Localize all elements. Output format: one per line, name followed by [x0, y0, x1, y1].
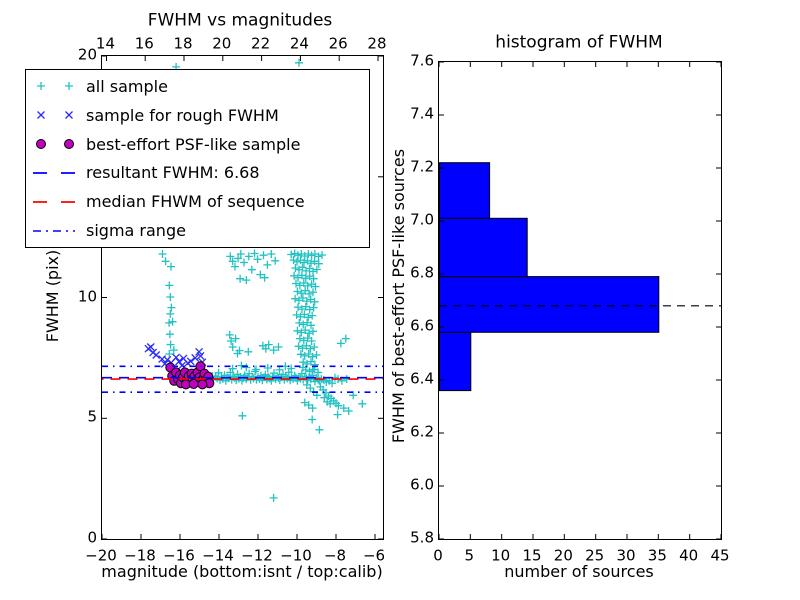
legend-label: best-effort PSF-like sample — [86, 134, 301, 154]
right-x-tick-label: 45 — [710, 546, 730, 565]
left-plot-title: FWHM vs magnitudes — [147, 10, 333, 31]
right-xaxis-label: number of sources — [504, 562, 654, 581]
left-xaxis-label: magnitude (bottom:isnt / top:calib) — [101, 562, 383, 581]
right-plot-area — [438, 61, 722, 540]
left-top-tick-label: 18 — [173, 34, 193, 53]
legend-entry: all sample — [26, 72, 369, 100]
left-top-tick-label: 14 — [95, 34, 115, 53]
left-top-tick-label: 24 — [289, 34, 309, 53]
right-plot-canvas — [439, 62, 721, 539]
right-x-tick-label: 15 — [522, 546, 542, 565]
right-x-tick-label: 20 — [553, 546, 573, 565]
left-x-tick-label: −20 — [85, 546, 117, 565]
right-y-tick-label: 7.0 — [410, 210, 434, 229]
legend-entry: resultant FWHM: 6.68 — [26, 159, 369, 187]
right-x-tick-label: 25 — [585, 546, 605, 565]
right-x-tick-label: 40 — [679, 546, 699, 565]
right-y-tick-label: 6.0 — [410, 475, 434, 494]
legend-label: resultant FWHM: 6.68 — [86, 163, 260, 183]
legend-label: sample for rough FWHM — [86, 105, 279, 125]
left-x-tick-label: −18 — [124, 546, 156, 565]
right-x-tick-label: 0 — [433, 546, 443, 565]
left-x-tick-label: −8 — [323, 546, 347, 565]
left-x-tick-label: −6 — [362, 546, 386, 565]
legend-entry: median FHWM of sequence — [26, 188, 369, 216]
right-plot-ticks — [439, 62, 721, 539]
legend-marker-dashed-icon — [33, 171, 75, 174]
legend-label: sigma range — [86, 221, 186, 241]
legend-label: all sample — [86, 76, 168, 96]
right-y-tick-label: 7.4 — [410, 104, 434, 123]
legend-label: median FHWM of sequence — [86, 192, 305, 212]
left-top-tick-label: 22 — [251, 34, 271, 53]
right-x-tick-label: 30 — [616, 546, 636, 565]
legend-marker-dashed-icon — [33, 200, 75, 203]
right-x-tick-label: 35 — [647, 546, 667, 565]
legend-entry: sigma range — [26, 217, 369, 245]
legend: all sample sample for rough FWHM best-effo… — [25, 69, 370, 248]
left-y-tick-label: 0 — [87, 528, 97, 547]
legend-entry: sample for rough FWHM — [26, 101, 369, 129]
left-top-tick-label: 16 — [134, 34, 154, 53]
histogram-bar — [439, 162, 491, 219]
left-plot-canvas — [102, 56, 383, 539]
right-y-tick-label: 6.8 — [410, 263, 434, 282]
left-y-tick-label: 20 — [77, 45, 97, 64]
legend-marker-o-icon — [36, 139, 74, 150]
right-y-tick-label: 7.2 — [410, 157, 434, 176]
histogram-bars — [439, 162, 660, 392]
left-x-tick-label: −10 — [280, 546, 312, 565]
legend-entry: best-effort PSF-like sample — [26, 130, 369, 158]
right-x-tick-label: 5 — [464, 546, 475, 565]
left-x-tick-label: −12 — [241, 546, 273, 565]
histogram-bar — [439, 217, 528, 278]
right-y-tick-label: 6.4 — [410, 369, 434, 388]
legend-marker-plus-icon — [37, 82, 73, 91]
left-top-tick-label: 20 — [212, 34, 232, 53]
left-top-tick-label: 26 — [328, 34, 348, 53]
histogram-bar — [439, 331, 472, 392]
left-x-tick-label: −14 — [202, 546, 234, 565]
right-y-tick-label: 6.2 — [410, 422, 434, 441]
right-y-tick-label: 6.6 — [410, 316, 434, 335]
legend-marker-x-icon — [37, 111, 73, 120]
left-yaxis-label: FWHM (pix) — [43, 249, 62, 343]
right-yaxis-label: FWHM of best-effort PSF-like sources — [389, 148, 408, 444]
left-y-tick-label: 10 — [77, 287, 97, 305]
right-y-tick-label: 7.6 — [410, 51, 434, 70]
left-top-tick-label: 28 — [367, 34, 387, 53]
legend-marker-dashdot-icon — [33, 229, 75, 232]
right-plot-title: histogram of FWHM — [495, 32, 663, 53]
right-y-tick-label: 5.8 — [410, 528, 434, 547]
left-y-tick-label: 5 — [87, 407, 97, 426]
left-x-tick-label: −16 — [163, 546, 195, 565]
histogram-bar — [439, 276, 660, 333]
right-x-tick-label: 10 — [491, 546, 511, 565]
